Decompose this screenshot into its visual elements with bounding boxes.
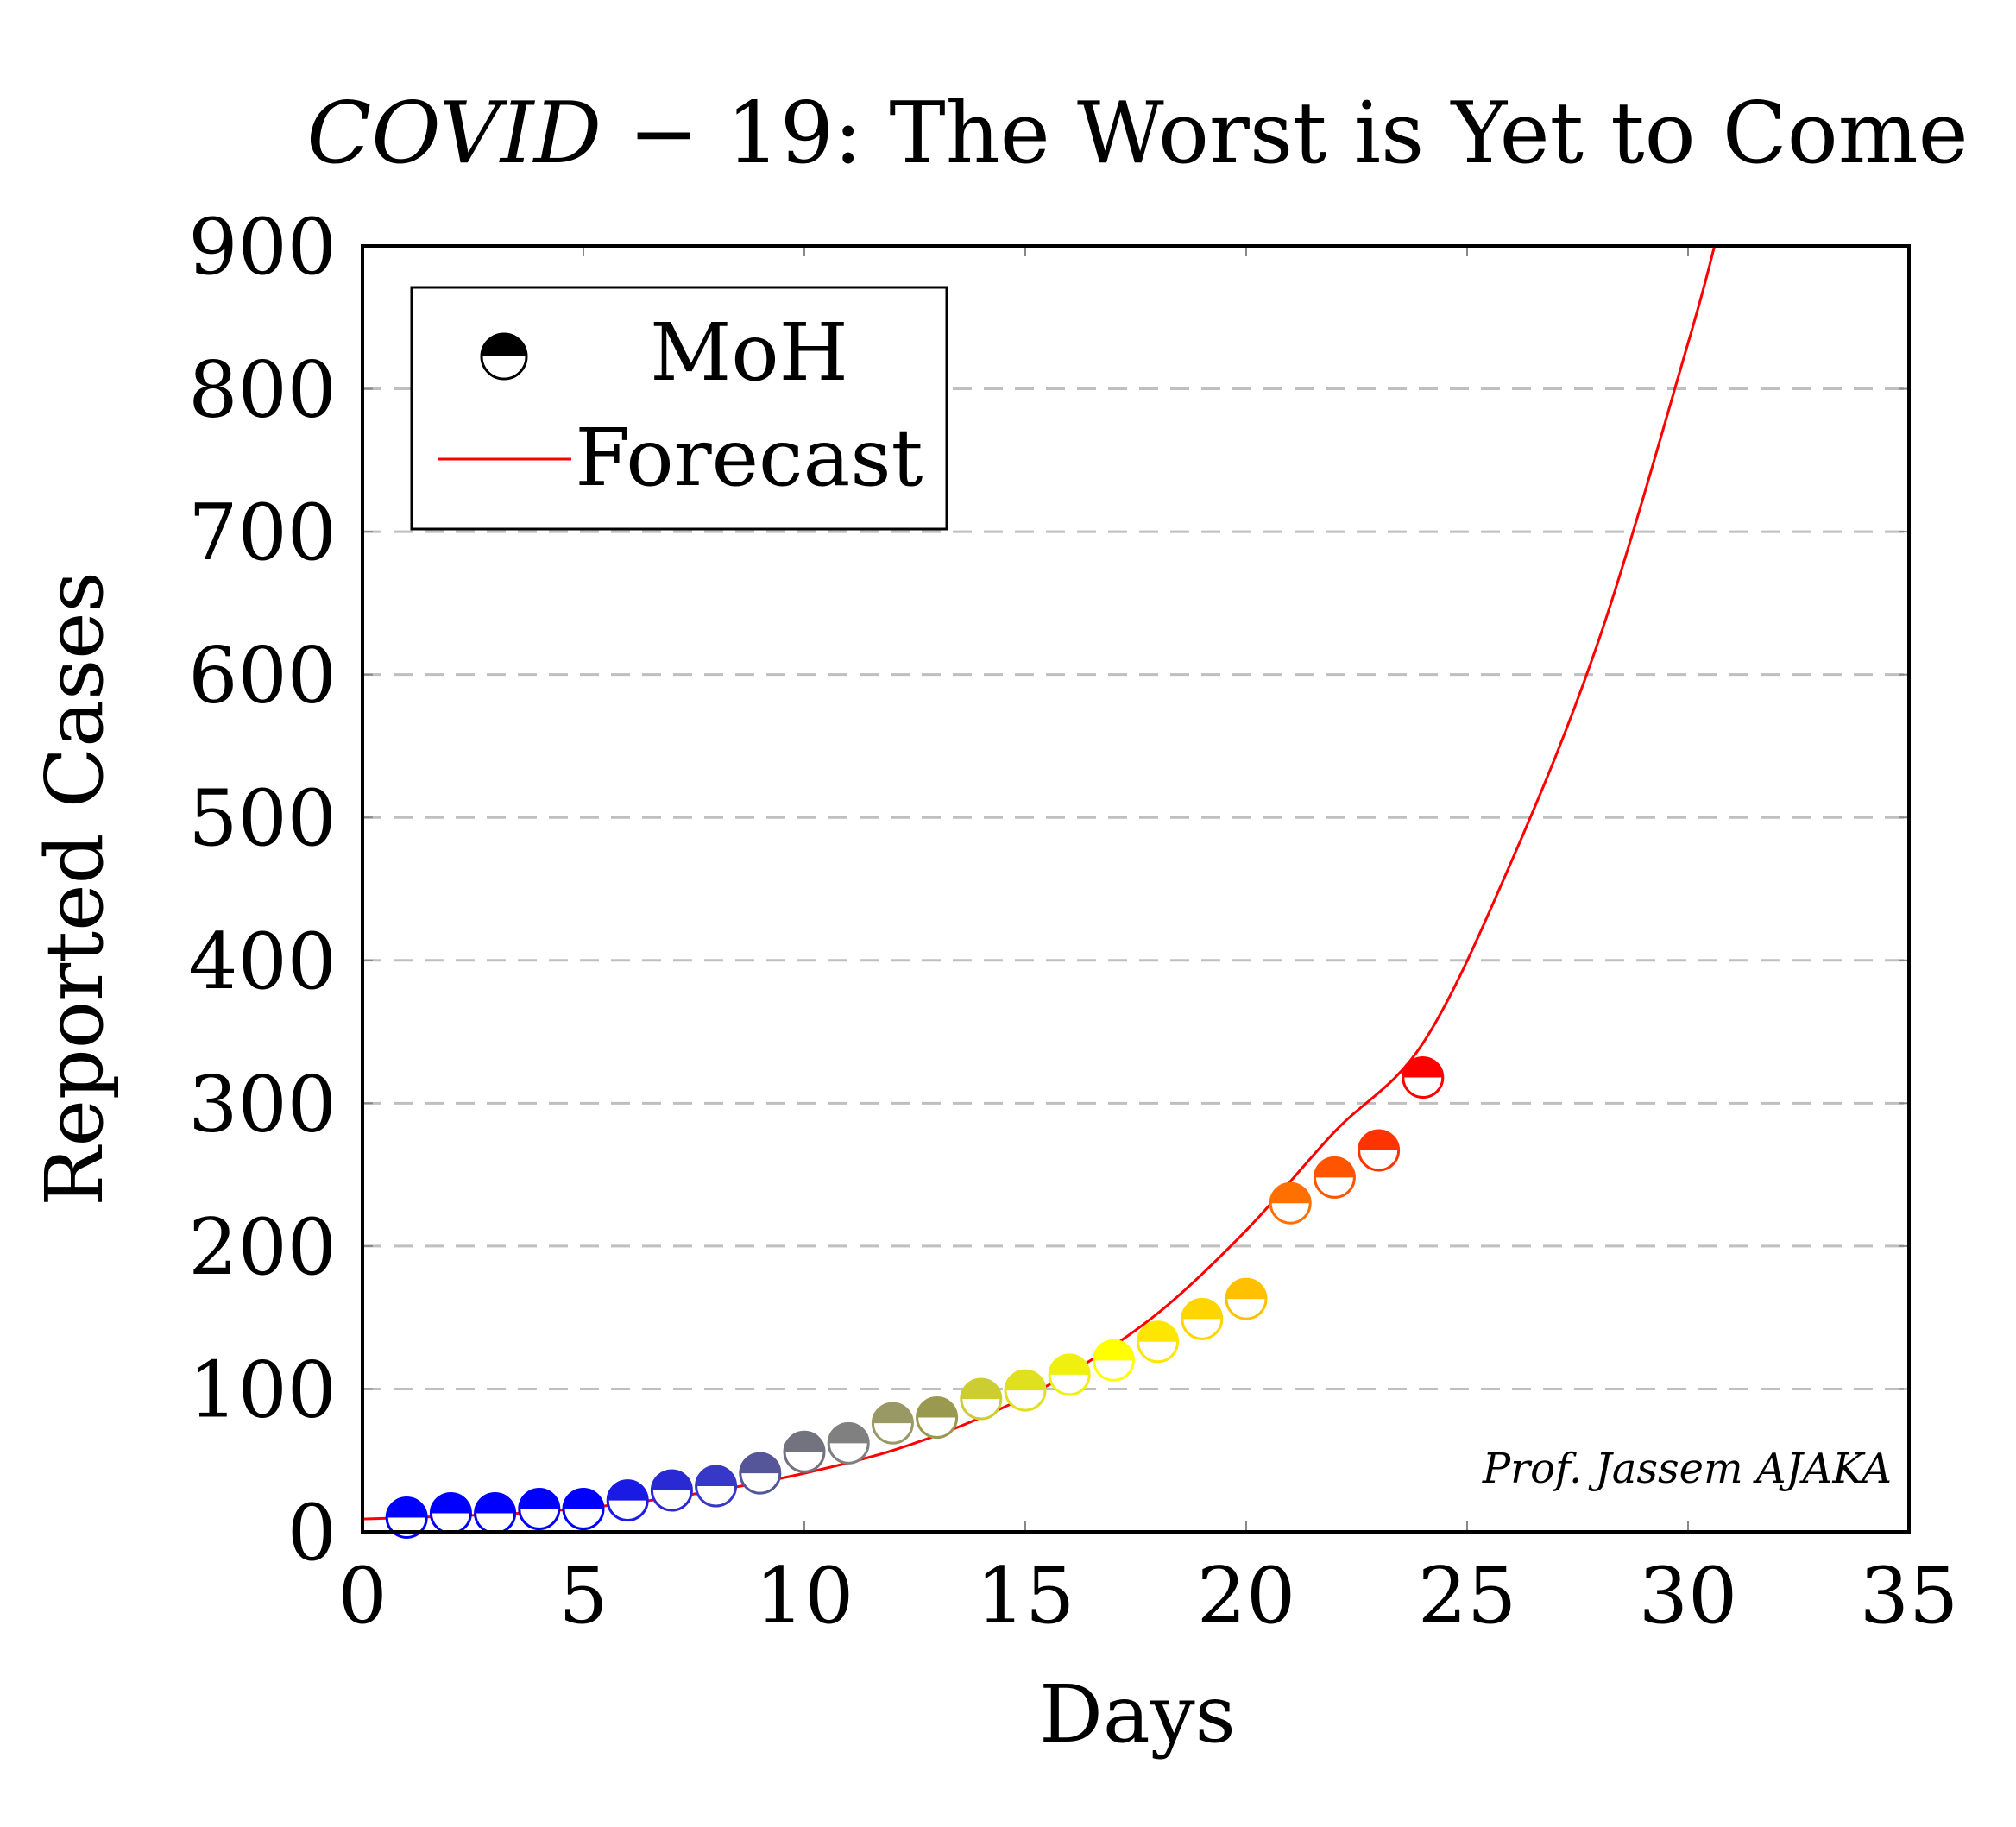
legend-label-moh: MoH	[650, 306, 848, 399]
legend-box	[410, 286, 948, 531]
y-tick-label: 500	[188, 773, 337, 864]
moh-point	[827, 1421, 870, 1465]
moh-point	[1181, 1297, 1224, 1340]
moh-point	[606, 1479, 649, 1522]
chart-title-italic: COVID	[306, 85, 602, 183]
moh-point	[916, 1396, 959, 1440]
y-tick-label: 0	[287, 1488, 337, 1578]
y-tick-label: 800	[188, 345, 337, 436]
x-tick-label: 35	[1860, 1551, 1959, 1641]
x-tick-label: 25	[1418, 1551, 1517, 1641]
moh-point	[871, 1402, 914, 1445]
y-tick-label: 100	[188, 1345, 337, 1435]
moh-point	[1225, 1277, 1268, 1320]
y-tick-label: 600	[188, 631, 337, 721]
legend-marker-moh	[480, 332, 528, 381]
x-tick-label: 0	[337, 1551, 387, 1641]
chart-title-rest: − 19: The Worst is Yet to Come	[602, 85, 1969, 183]
y-tick-label: 300	[188, 1059, 337, 1150]
moh-point	[385, 1496, 428, 1539]
y-tick-label: 700	[188, 488, 337, 578]
moh-markers	[385, 1056, 1445, 1539]
x-tick-label: 10	[755, 1551, 854, 1641]
plot-frame	[361, 244, 1911, 1534]
author-credit: Prof. Jassem AJAKA	[1482, 1445, 1892, 1493]
moh-point	[1004, 1369, 1047, 1412]
moh-point	[650, 1469, 693, 1512]
gridlines	[362, 387, 1909, 1390]
moh-point	[429, 1491, 472, 1534]
moh-point	[1048, 1353, 1091, 1396]
x-tick-label: 15	[976, 1551, 1075, 1641]
moh-point	[1092, 1339, 1135, 1382]
y-axis-label: Reported Cases	[28, 571, 121, 1206]
legend: MoH Forecast	[410, 286, 948, 531]
y-tick-label: 200	[188, 1202, 337, 1293]
moh-point	[1402, 1056, 1445, 1099]
moh-point	[1269, 1181, 1312, 1225]
moh-point	[518, 1488, 561, 1531]
moh-point	[1313, 1156, 1356, 1199]
moh-point	[695, 1465, 738, 1508]
y-tick-label: 900	[188, 202, 337, 293]
x-tick-label: 30	[1639, 1551, 1738, 1641]
moh-point	[562, 1488, 605, 1531]
moh-point	[1358, 1129, 1401, 1172]
x-axis-label: Days	[1039, 1668, 1236, 1761]
moh-point	[783, 1430, 826, 1473]
x-tick-label: 20	[1197, 1551, 1296, 1641]
legend-label-forecast: Forecast	[575, 412, 923, 504]
moh-point	[960, 1377, 1003, 1421]
tick-labels: 0 100 200 300 400 500 600 700 800 900 0 5 10 15 20 25 30…	[188, 202, 1958, 1641]
chart-title: COVID − 19: The Worst is Yet to Come	[306, 85, 1968, 183]
moh-point	[474, 1491, 517, 1534]
moh-point	[739, 1452, 782, 1495]
x-tick-label: 5	[558, 1551, 608, 1641]
y-tick-label: 400	[188, 917, 337, 1007]
moh-point	[1137, 1320, 1180, 1364]
